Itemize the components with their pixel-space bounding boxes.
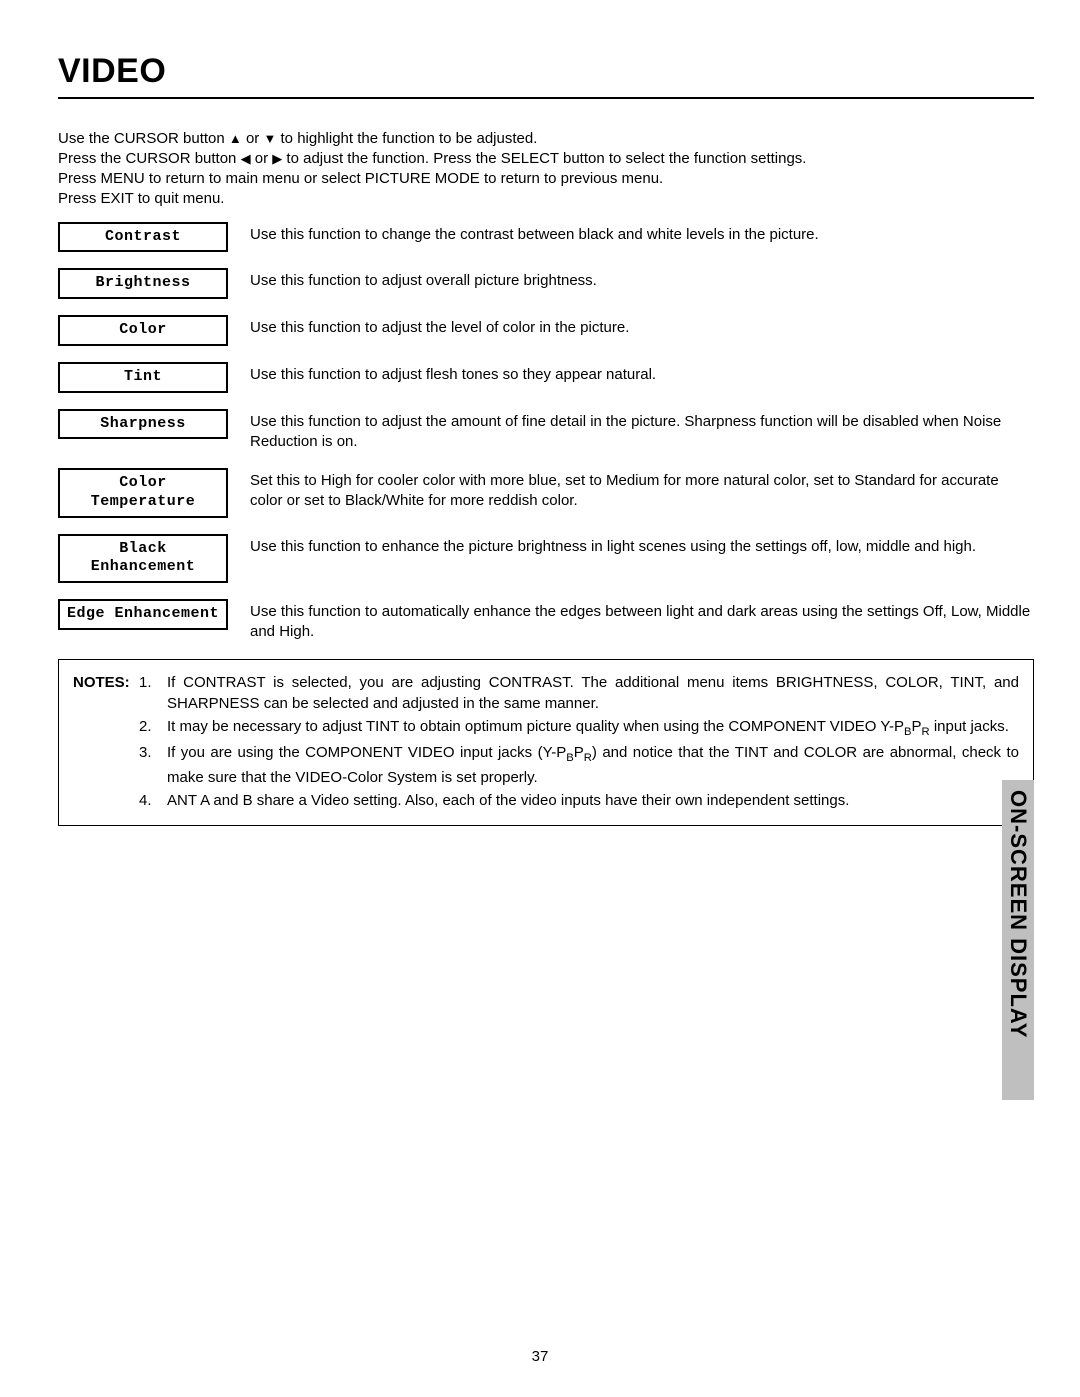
function-description: Use this function to adjust the level of… bbox=[228, 315, 1034, 338]
intro-seg: Use the CURSOR button bbox=[58, 130, 229, 147]
intro-seg: to highlight the function to be adjusted… bbox=[276, 130, 537, 147]
function-label: Brightness bbox=[58, 268, 228, 299]
note-item: If you are using the COMPONENT VIDEO inp… bbox=[139, 742, 1019, 788]
arrow-up-icon: ▲ bbox=[229, 130, 242, 148]
function-row: Black EnhancementUse this function to en… bbox=[58, 534, 1034, 584]
function-description: Use this function to adjust overall pict… bbox=[228, 268, 1034, 291]
page-number: 37 bbox=[0, 1348, 1080, 1367]
intro-seg: or bbox=[251, 150, 273, 167]
notes-box: NOTES: If CONTRAST is selected, you are … bbox=[58, 659, 1034, 827]
note-item: If CONTRAST is selected, you are adjusti… bbox=[139, 672, 1019, 714]
function-label: Tint bbox=[58, 362, 228, 393]
function-label: Color bbox=[58, 315, 228, 346]
function-row: ContrastUse this function to change the … bbox=[58, 222, 1034, 253]
function-label: Contrast bbox=[58, 222, 228, 253]
function-description: Use this function to enhance the picture… bbox=[228, 534, 1034, 557]
intro-seg: Press the CURSOR button bbox=[58, 150, 241, 167]
arrow-left-icon: ◀ bbox=[241, 150, 251, 168]
function-label: Color Temperature bbox=[58, 468, 228, 518]
functions-list: ContrastUse this function to change the … bbox=[58, 222, 1034, 643]
function-row: SharpnessUse this function to adjust the… bbox=[58, 409, 1034, 453]
function-row: Color TemperatureSet this to High for co… bbox=[58, 468, 1034, 518]
function-description: Use this function to automatically enhan… bbox=[228, 599, 1034, 643]
page-title: VIDEO bbox=[58, 50, 1034, 99]
note-item: It may be necessary to adjust TINT to ob… bbox=[139, 716, 1019, 741]
function-row: ColorUse this function to adjust the lev… bbox=[58, 315, 1034, 346]
function-description: Use this function to change the contrast… bbox=[228, 222, 1034, 245]
function-description: Use this function to adjust flesh tones … bbox=[228, 362, 1034, 385]
function-description: Set this to High for cooler color with m… bbox=[228, 468, 1034, 512]
intro-line: Press MENU to return to main menu or sel… bbox=[58, 169, 1034, 189]
section-tab: ON-SCREEN DISPLAY bbox=[1002, 780, 1034, 1100]
intro-text: Use the CURSOR button ▲ or ▼ to highligh… bbox=[58, 129, 1034, 210]
section-tab-label: ON-SCREEN DISPLAY bbox=[1004, 790, 1032, 1038]
notes-label: NOTES: bbox=[73, 672, 139, 814]
function-description: Use this function to adjust the amount o… bbox=[228, 409, 1034, 453]
function-row: TintUse this function to adjust flesh to… bbox=[58, 362, 1034, 393]
intro-seg: or bbox=[242, 130, 264, 147]
notes-list: If CONTRAST is selected, you are adjusti… bbox=[139, 672, 1019, 814]
function-row: BrightnessUse this function to adjust ov… bbox=[58, 268, 1034, 299]
intro-line: Press EXIT to quit menu. bbox=[58, 189, 1034, 209]
function-label: Black Enhancement bbox=[58, 534, 228, 584]
arrow-right-icon: ▶ bbox=[272, 150, 282, 168]
intro-seg: to adjust the function. Press the SELECT… bbox=[282, 150, 806, 167]
note-item: ANT A and B share a Video setting. Also,… bbox=[139, 790, 1019, 811]
arrow-down-icon: ▼ bbox=[263, 130, 276, 148]
function-row: Edge EnhancementUse this function to aut… bbox=[58, 599, 1034, 643]
function-label: Edge Enhancement bbox=[58, 599, 228, 630]
function-label: Sharpness bbox=[58, 409, 228, 440]
